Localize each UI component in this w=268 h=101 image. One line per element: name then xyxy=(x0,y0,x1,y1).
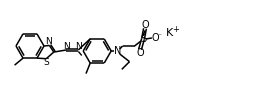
Text: N: N xyxy=(63,42,70,51)
Text: N: N xyxy=(114,46,121,56)
Text: S: S xyxy=(44,58,50,67)
Text: N: N xyxy=(45,37,52,46)
Text: ⁻: ⁻ xyxy=(158,31,162,40)
Text: +: + xyxy=(173,25,179,34)
Text: N: N xyxy=(75,42,82,51)
Text: O: O xyxy=(141,20,149,30)
Text: O: O xyxy=(151,33,159,43)
Text: O: O xyxy=(136,48,144,58)
Text: S: S xyxy=(140,34,146,44)
Text: K: K xyxy=(166,28,173,38)
